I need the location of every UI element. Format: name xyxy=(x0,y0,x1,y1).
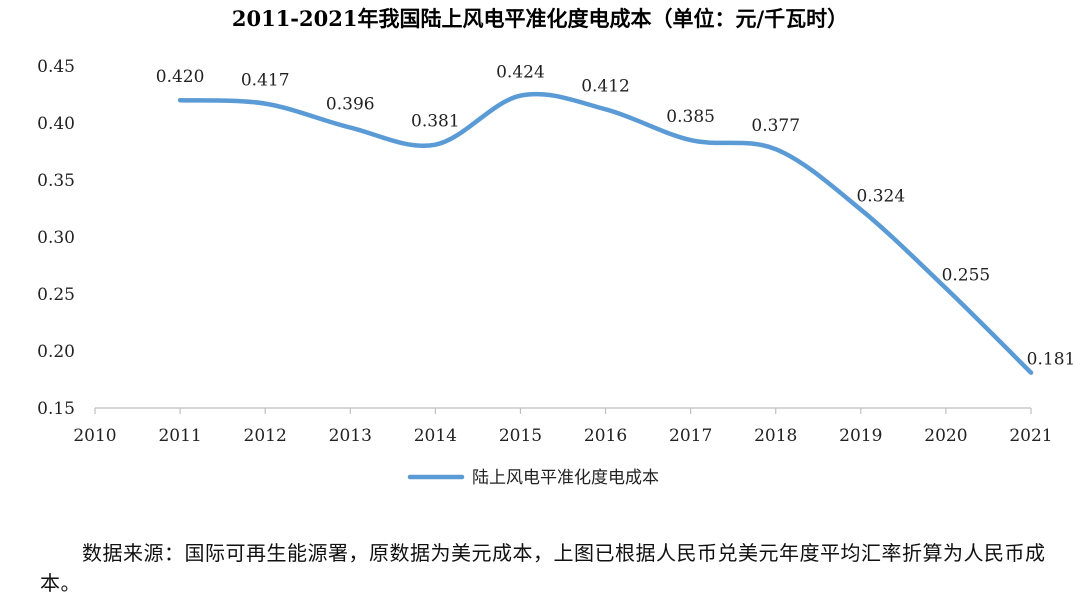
x-tick-label: 2018 xyxy=(754,426,797,446)
x-tick-label: 2015 xyxy=(499,426,542,446)
legend-label: 陆上风电平准化度电成本 xyxy=(472,468,659,488)
chart-title: 2011-2021年我国陆上风电平准化度电成本（单位：元/千瓦时） xyxy=(231,6,849,31)
data-label: 0.385 xyxy=(666,107,715,127)
x-tick-label: 2012 xyxy=(244,426,287,446)
data-labels: 0.420 0.417 0.396 0.381 0.424 0.412 0.385 0.377… xyxy=(156,63,1076,370)
y-axis-ticks: 0.15 0.20 0.25 0.30 0.35 0.40 0.45 xyxy=(37,57,75,419)
x-tick-label: 2019 xyxy=(839,426,882,446)
data-label: 0.377 xyxy=(751,116,800,136)
x-tick-label: 2011 xyxy=(158,426,201,446)
y-tick-label: 0.35 xyxy=(37,171,75,191)
x-tick-label: 2013 xyxy=(329,426,372,446)
x-tick-label: 2016 xyxy=(584,426,627,446)
data-label: 0.412 xyxy=(581,76,630,96)
x-tick-label: 2020 xyxy=(924,426,967,446)
data-label: 0.381 xyxy=(411,112,460,132)
data-label: 0.396 xyxy=(326,95,375,115)
line-chart: 0.150.200.250.300.350.400.45 2010 2011 201… xyxy=(37,57,1076,488)
legend: 陆上风电平准化度电成本 xyxy=(407,468,659,488)
x-tick-label: 2017 xyxy=(669,426,712,446)
y-tick-label: 0.15 xyxy=(37,399,75,419)
data-label: 0.324 xyxy=(856,187,905,207)
series-layer xyxy=(177,91,1034,375)
data-label: 0.181 xyxy=(1027,350,1076,370)
y-tick-label: 0.40 xyxy=(37,114,75,134)
x-axis: 2010 2011 2012 2013 2014 2015 2016 2017 2018 2019… xyxy=(73,407,1053,446)
x-tick-label: 2014 xyxy=(414,426,457,446)
data-label: 0.424 xyxy=(496,63,545,83)
series-line xyxy=(177,91,1034,375)
data-label: 0.255 xyxy=(942,265,991,285)
data-label: 0.420 xyxy=(156,67,205,87)
source-note: 数据来源：国际可再生能源署，原数据为美元成本，上图已根据人民币兑美元年度平均汇率… xyxy=(40,541,1046,595)
y-tick-label: 0.45 xyxy=(37,57,75,77)
x-tick-label: 2021 xyxy=(1009,426,1052,446)
y-tick-label: 0.25 xyxy=(37,285,75,305)
y-tick-label: 0.20 xyxy=(37,342,75,362)
y-tick-label: 0.30 xyxy=(37,228,75,248)
x-tick-label: 2010 xyxy=(73,426,116,446)
data-label: 0.417 xyxy=(241,71,290,91)
